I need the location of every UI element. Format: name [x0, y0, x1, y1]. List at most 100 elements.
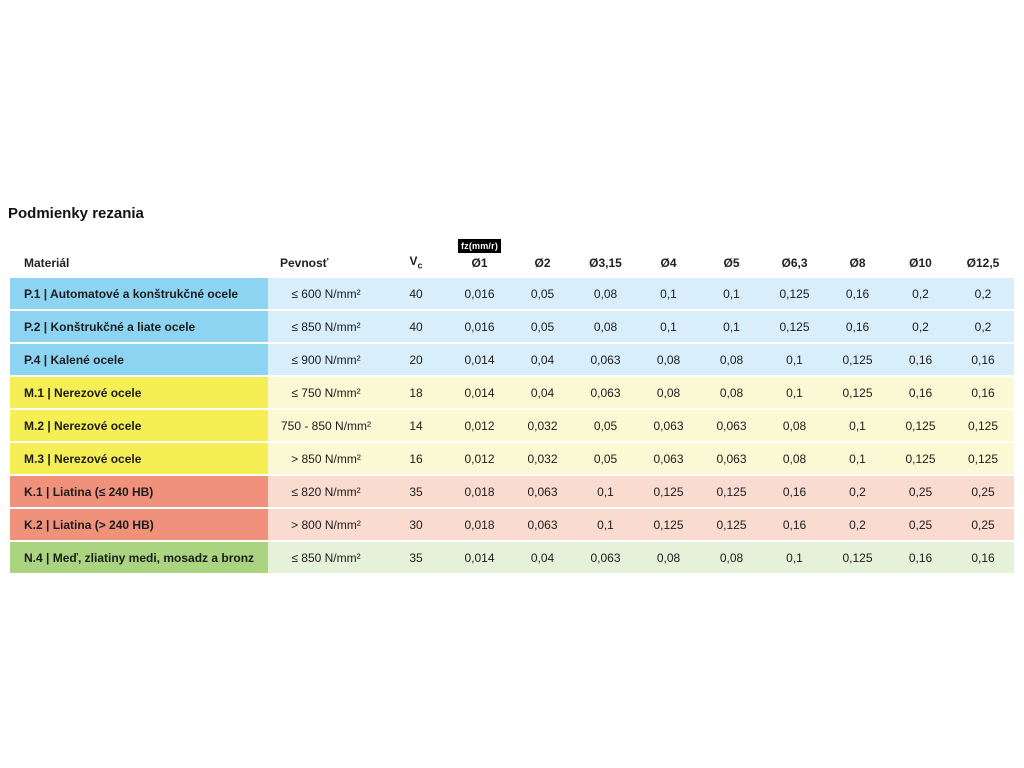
fz-cell: 0,1 [700, 311, 763, 342]
strength-cell: ≤ 750 N/mm² [268, 377, 384, 408]
strength-cell: > 850 N/mm² [268, 443, 384, 474]
column-header-diameter-3: Ø3,15 [574, 238, 637, 276]
fz-cell: 0,16 [889, 542, 952, 573]
table-row: M.3 | Nerezové ocele > 850 N/mm² 16 0,012 0,… [10, 443, 1014, 474]
fz-cell: 0,2 [889, 278, 952, 309]
column-header-strength: Pevnosť [268, 238, 384, 276]
fz-cell: 0,063 [574, 377, 637, 408]
vc-cell: 35 [384, 542, 448, 573]
diameter-label: Ø2 [534, 256, 551, 270]
vc-cell: 20 [384, 344, 448, 375]
vc-cell: 35 [384, 476, 448, 507]
material-cell: M.3 | Nerezové ocele [10, 443, 268, 474]
column-header-diameter-6: Ø6,3 [763, 238, 826, 276]
material-cell: K.2 | Liatina (> 240 HB) [10, 509, 268, 540]
diameter-label: Ø12,5 [966, 256, 1000, 270]
fz-cell: 0,1 [637, 278, 700, 309]
diameter-label: Ø3,15 [589, 256, 622, 270]
fz-cell: 0,16 [889, 377, 952, 408]
vc-cell: 40 [384, 311, 448, 342]
fz-cell: 0,125 [889, 410, 952, 441]
fz-cell: 0,125 [637, 509, 700, 540]
column-header-diameter-4: Ø4 [637, 238, 700, 276]
strength-cell: ≤ 820 N/mm² [268, 476, 384, 507]
fz-cell: 0,063 [637, 443, 700, 474]
fz-cell: 0,08 [574, 278, 637, 309]
fz-cell: 0,016 [448, 311, 511, 342]
fz-cell: 0,125 [889, 443, 952, 474]
column-header-vc: Vc [384, 238, 448, 276]
fz-cell: 0,125 [826, 377, 889, 408]
fz-cell: 0,16 [826, 311, 889, 342]
fz-cell: 0,063 [574, 542, 637, 573]
material-cell: K.1 | Liatina (≤ 240 HB) [10, 476, 268, 507]
fz-cell: 0,032 [511, 443, 574, 474]
fz-cell: 0,2 [952, 278, 1014, 309]
material-cell: P.1 | Automatové a konštrukčné ocele [10, 278, 268, 309]
fz-cell: 0,08 [700, 542, 763, 573]
fz-cell: 0,25 [889, 509, 952, 540]
fz-cell: 0,16 [826, 278, 889, 309]
column-header-diameter-5: Ø5 [700, 238, 763, 276]
fz-cell: 0,125 [826, 344, 889, 375]
fz-cell: 0,1 [826, 410, 889, 441]
fz-cell: 0,25 [952, 509, 1014, 540]
fz-cell: 0,018 [448, 476, 511, 507]
fz-cell: 0,08 [700, 377, 763, 408]
fz-cell: 0,05 [574, 443, 637, 474]
diameter-label: Ø10 [909, 256, 932, 270]
fz-cell: 0,1 [763, 377, 826, 408]
strength-cell: ≤ 600 N/mm² [268, 278, 384, 309]
fz-cell: 0,08 [574, 311, 637, 342]
material-cell: N.4 | Meď, zliatiny medi, mosadz a bronz [10, 542, 268, 573]
fz-cell: 0,16 [889, 344, 952, 375]
fz-cell: 0,04 [511, 344, 574, 375]
fz-cell: 0,2 [952, 311, 1014, 342]
fz-cell: 0,063 [637, 410, 700, 441]
fz-cell: 0,1 [637, 311, 700, 342]
fz-cell: 0,04 [511, 542, 574, 573]
vc-cell: 30 [384, 509, 448, 540]
material-cell: P.4 | Kalené ocele [10, 344, 268, 375]
fz-cell: 0,08 [637, 377, 700, 408]
strength-cell: ≤ 900 N/mm² [268, 344, 384, 375]
fz-cell: 0,063 [574, 344, 637, 375]
cutting-conditions-table: Materiál Pevnosť Vc fz(mm/r) Ø1 Ø2 Ø3,15 Ø4 Ø… [10, 236, 1014, 575]
column-header-diameter-2: Ø2 [511, 238, 574, 276]
vc-cell: 14 [384, 410, 448, 441]
fz-cell: 0,1 [763, 542, 826, 573]
fz-cell: 0,014 [448, 542, 511, 573]
fz-cell: 0,16 [763, 476, 826, 507]
diameter-label: Ø5 [723, 256, 740, 270]
fz-cell: 0,125 [952, 410, 1014, 441]
fz-cell: 0,16 [952, 344, 1014, 375]
table-row: P.1 | Automatové a konštrukčné ocele ≤ 60… [10, 278, 1014, 309]
material-cell: P.2 | Konštrukčné a liate ocele [10, 311, 268, 342]
column-header-diameter-1: fz(mm/r) Ø1 [448, 238, 511, 276]
fz-cell: 0,2 [889, 311, 952, 342]
column-header-material: Materiál [10, 238, 268, 276]
vc-cell: 40 [384, 278, 448, 309]
table-header-row: Materiál Pevnosť Vc fz(mm/r) Ø1 Ø2 Ø3,15 Ø4 Ø… [10, 238, 1014, 276]
vc-cell: 16 [384, 443, 448, 474]
fz-cell: 0,063 [511, 509, 574, 540]
material-cell: M.1 | Nerezové ocele [10, 377, 268, 408]
fz-cell: 0,014 [448, 377, 511, 408]
diameter-label: Ø4 [660, 256, 677, 270]
vc-cell: 18 [384, 377, 448, 408]
fz-cell: 0,08 [700, 344, 763, 375]
fz-cell: 0,05 [511, 278, 574, 309]
fz-cell: 0,25 [952, 476, 1014, 507]
fz-cell: 0,2 [826, 476, 889, 507]
column-header-diameter-8: Ø10 [889, 238, 952, 276]
fz-cell: 0,1 [826, 443, 889, 474]
diameter-label: Ø8 [849, 256, 866, 270]
fz-cell: 0,125 [763, 311, 826, 342]
table-row: P.2 | Konštrukčné a liate ocele ≤ 850 N/m… [10, 311, 1014, 342]
content-area: Podmienky rezania Materiál Pevnosť Vc fz… [8, 205, 1016, 575]
strength-cell: ≤ 850 N/mm² [268, 542, 384, 573]
fz-cell: 0,125 [952, 443, 1014, 474]
material-cell: M.2 | Nerezové ocele [10, 410, 268, 441]
vc-subscript: c [417, 260, 423, 270]
fz-cell: 0,08 [763, 443, 826, 474]
